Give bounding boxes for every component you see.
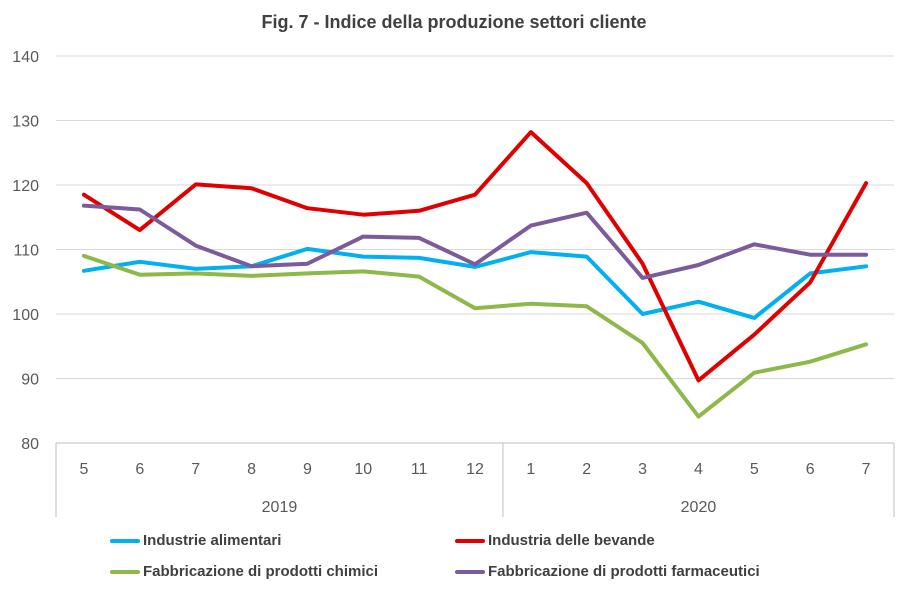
x-tick-label: 10 [354, 461, 372, 478]
legend-item-prodotti-farmaceutici: Fabbricazione di prodotti farmaceutici [455, 563, 760, 580]
y-tick-label: 130 [12, 114, 39, 131]
y-tick-label: 140 [12, 49, 39, 66]
x-tick-label: 8 [247, 461, 256, 478]
x-tick-label: 5 [750, 461, 759, 478]
y-tick-label: 100 [12, 307, 39, 324]
legend-label: Industrie alimentari [143, 532, 282, 549]
series-line-3 [81, 203, 869, 280]
series-line-1 [81, 130, 869, 383]
x-tick-label: 4 [694, 461, 703, 478]
legend-label: Fabbricazione di prodotti farmaceutici [488, 563, 760, 580]
y-tick-label: 120 [12, 178, 39, 195]
legend-item-prodotti-chimici: Fabbricazione di prodotti chimici [110, 563, 378, 580]
x-tick-label: 7 [191, 461, 200, 478]
series-line-0 [81, 246, 869, 320]
legend-item-industria-delle-bevande: Industria delle bevande [455, 532, 655, 549]
y-tick-label: 110 [13, 243, 39, 260]
x-tick-label: 6 [135, 461, 144, 478]
series-line-2 [81, 253, 869, 419]
legend-swatch-prodotti-farmaceutici [455, 569, 485, 574]
chart-title: Fig. 7 - Indice della produzione settori… [261, 12, 647, 32]
legend-item-industrie-alimentari: Industrie alimentari [110, 532, 281, 549]
x-tick-label: 11 [411, 461, 428, 478]
legend-swatch-industria-delle-bevande [455, 538, 485, 543]
x-tick-label: 9 [303, 461, 312, 478]
legend-label: Fabbricazione di prodotti chimici [143, 563, 379, 580]
x-tick-label: 2 [582, 461, 591, 478]
x-tick-label: 1 [526, 461, 535, 478]
x-group-label: 2019 [262, 499, 298, 516]
legend-label: Industria delle bevande [488, 532, 655, 549]
x-tick-label: 3 [638, 461, 647, 478]
legend-swatch-prodotti-chimici [110, 569, 140, 574]
legend-swatch-industrie-alimentari [110, 538, 140, 543]
x-tick-label: 12 [466, 461, 484, 478]
x-tick-label: 6 [806, 461, 815, 478]
x-group-label: 2020 [681, 499, 717, 516]
x-tick-label: 7 [862, 461, 871, 478]
x-tick-label: 5 [79, 461, 88, 478]
y-tick-label: 90 [21, 372, 39, 389]
y-tick-label: 80 [21, 436, 39, 453]
